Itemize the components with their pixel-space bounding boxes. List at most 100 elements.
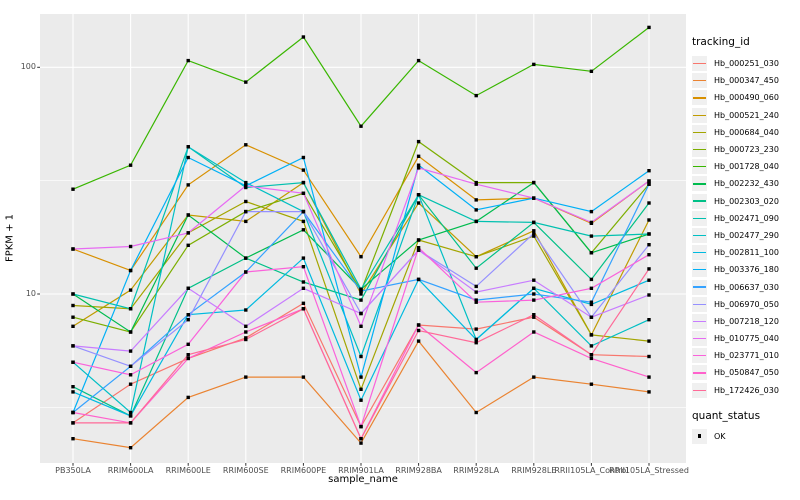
legend-key xyxy=(692,365,707,381)
data-point xyxy=(532,375,536,379)
data-point xyxy=(128,307,133,311)
legend-item: Hb_002811_100 xyxy=(692,244,800,261)
legend-item-label: Hb_001728_040 xyxy=(714,162,779,172)
data-point xyxy=(128,268,133,273)
data-point xyxy=(532,220,536,225)
data-point xyxy=(647,339,651,343)
legend-key-line-icon xyxy=(693,148,706,151)
data-point xyxy=(416,328,421,333)
legend-key xyxy=(692,331,707,347)
legend-key xyxy=(692,296,707,312)
data-point xyxy=(186,286,190,290)
data-point xyxy=(416,139,421,144)
data-point xyxy=(532,286,536,290)
data-point xyxy=(532,313,536,317)
data-point xyxy=(128,244,133,249)
data-point xyxy=(474,219,478,224)
legend-key xyxy=(692,210,707,226)
data-point xyxy=(589,209,594,214)
x-tick-label: RRIM600LA xyxy=(107,466,154,475)
data-point xyxy=(474,370,478,375)
legend-key-line-icon xyxy=(693,234,706,237)
data-point xyxy=(474,208,478,212)
data-point xyxy=(186,183,190,187)
data-point xyxy=(128,163,133,167)
legend-item: Hb_000684_040 xyxy=(692,124,800,141)
data-point xyxy=(71,421,75,425)
legend-item-label: Hb_050847_050 xyxy=(714,368,779,378)
data-point xyxy=(71,344,75,348)
y-tick-label: 10 xyxy=(25,289,36,298)
data-point xyxy=(359,354,363,359)
legend-key-line-icon xyxy=(693,320,706,323)
legend-item: Hb_007218_120 xyxy=(692,313,800,330)
data-point xyxy=(186,353,190,357)
data-point xyxy=(589,220,594,225)
data-point xyxy=(301,265,306,269)
data-point xyxy=(186,318,190,322)
legend-item-label: Hb_010775_040 xyxy=(714,334,779,344)
data-point xyxy=(474,298,478,302)
legend-item: Hb_010775_040 xyxy=(692,330,800,347)
data-point xyxy=(128,288,133,292)
data-point xyxy=(186,231,190,235)
legend-key xyxy=(692,227,707,243)
legend-item-label: Hb_000347_450 xyxy=(714,76,779,86)
legend-item: Hb_006970_050 xyxy=(692,296,800,313)
legend-key-line-icon xyxy=(693,80,706,82)
data-point xyxy=(128,330,133,334)
data-point xyxy=(244,180,248,185)
data-point xyxy=(244,256,248,260)
legend-item: Hb_172426_030 xyxy=(692,382,800,399)
data-point xyxy=(647,390,651,394)
legend-item: Hb_000521_240 xyxy=(692,107,800,124)
data-point xyxy=(589,277,594,282)
data-point xyxy=(589,302,594,307)
data-point xyxy=(532,196,536,200)
legend-item-label: Hb_002811_100 xyxy=(714,248,779,258)
legend-item-label: Hb_002471_090 xyxy=(714,213,779,223)
data-point xyxy=(589,344,594,348)
data-point xyxy=(71,187,75,191)
legend-key-line-icon xyxy=(693,269,706,271)
x-tick-label: RRII105LA_Control xyxy=(554,466,629,475)
data-point xyxy=(359,437,363,441)
data-point xyxy=(71,247,75,251)
x-tick-label: RRIM600PE xyxy=(280,466,327,475)
data-point xyxy=(589,300,594,304)
data-point xyxy=(416,248,421,252)
legend-key xyxy=(692,279,707,295)
data-point xyxy=(416,238,421,242)
legend-key-line-icon xyxy=(693,389,706,391)
legend-key-line-icon xyxy=(693,286,706,288)
legend-key-line-icon xyxy=(693,200,706,202)
x-tick-label: RRIM928LE xyxy=(511,466,557,475)
data-point xyxy=(301,191,306,195)
data-point xyxy=(301,375,306,379)
data-point xyxy=(647,232,651,236)
legend-key xyxy=(692,73,707,89)
data-point xyxy=(532,315,536,319)
data-point xyxy=(359,255,363,259)
data-point xyxy=(647,375,651,379)
legend-key-line-icon xyxy=(693,337,706,340)
data-point xyxy=(244,143,248,147)
data-point xyxy=(474,93,478,98)
data-point xyxy=(244,330,248,334)
data-point xyxy=(589,286,594,290)
legend-key xyxy=(692,159,707,175)
legend-key xyxy=(692,56,707,72)
data-point xyxy=(416,163,421,167)
legend-item: Hb_001728_040 xyxy=(692,158,800,175)
data-point xyxy=(474,300,478,304)
x-tick-label: RRIM928BA xyxy=(395,466,442,475)
x-tick-label: RRIM600SE xyxy=(222,466,269,475)
data-point xyxy=(186,155,190,160)
data-point xyxy=(647,253,651,257)
data-point xyxy=(186,313,190,317)
data-point xyxy=(71,360,75,364)
data-point xyxy=(647,179,651,183)
data-point xyxy=(532,234,536,238)
data-point xyxy=(359,292,363,296)
data-point xyxy=(532,330,536,334)
